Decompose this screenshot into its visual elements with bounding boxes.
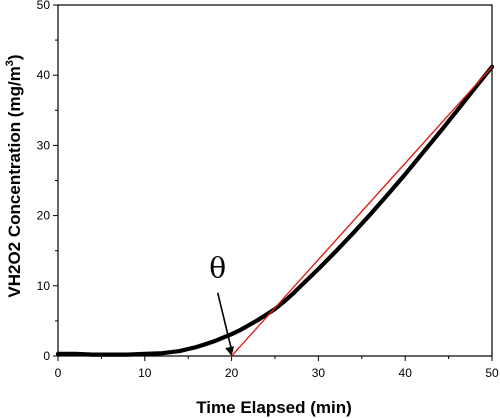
data-point xyxy=(247,323,251,327)
data-point xyxy=(386,192,390,197)
data-point xyxy=(368,212,373,216)
data-point xyxy=(186,347,190,351)
data-point xyxy=(195,345,199,349)
y-tick-label: 10 xyxy=(37,279,51,293)
data-point xyxy=(316,267,321,271)
data-point xyxy=(229,332,234,337)
data-point xyxy=(90,352,95,357)
data-point xyxy=(290,292,295,297)
data-point xyxy=(221,335,225,340)
data-series-line xyxy=(55,64,495,357)
x-tick-label: 20 xyxy=(225,366,239,380)
arrow-shaft xyxy=(216,292,233,351)
theta-label: θ xyxy=(209,251,226,284)
x-tick-label: 0 xyxy=(55,366,62,380)
data-point xyxy=(73,352,78,356)
data-point xyxy=(212,339,217,344)
y-tick-label: 30 xyxy=(37,138,51,152)
plot-frame xyxy=(57,4,493,357)
y-tick-label: 0 xyxy=(43,349,50,363)
tangent-line xyxy=(230,66,493,357)
x-axis-title: Time Elapsed (min) xyxy=(196,398,352,417)
y-axis-title: VH2O2 Concentration (mg/m3) xyxy=(4,54,24,297)
axes: 0 10 20 30 40 50 0 10 20 30 40 50 xyxy=(37,0,499,380)
data-point xyxy=(281,300,286,304)
y-axis-title-main: VH2O2 Concentration (mg/m xyxy=(5,66,24,297)
y-tick-label: 20 xyxy=(37,209,51,223)
data-point xyxy=(177,349,182,353)
data-point xyxy=(299,284,303,288)
x-tick-label: 40 xyxy=(399,366,413,380)
data-point xyxy=(420,151,425,155)
data-point xyxy=(255,318,260,322)
data-point xyxy=(438,130,442,134)
data-point xyxy=(455,108,460,113)
data-point xyxy=(125,352,130,357)
x-tick-label: 30 xyxy=(312,366,326,380)
arrow-head xyxy=(225,346,235,356)
data-point xyxy=(333,249,338,254)
data-point xyxy=(351,231,355,235)
x-tick-label: 10 xyxy=(138,366,152,380)
data-point xyxy=(108,352,112,357)
y-axis-title-sup: 3 xyxy=(4,60,16,66)
y-axis-title-end: ) xyxy=(5,54,24,60)
y-tick-label: 40 xyxy=(37,68,51,82)
data-point xyxy=(238,328,243,332)
data-point xyxy=(307,275,312,280)
data-point xyxy=(56,352,60,356)
y-tick-label: 50 xyxy=(37,0,51,12)
data-point xyxy=(203,342,208,346)
data-point xyxy=(403,172,408,176)
series-layer xyxy=(55,64,495,357)
data-point xyxy=(160,351,164,355)
x-tick-label: 50 xyxy=(485,366,499,380)
annotation-layer: θ xyxy=(209,251,235,356)
data-point xyxy=(143,352,147,356)
